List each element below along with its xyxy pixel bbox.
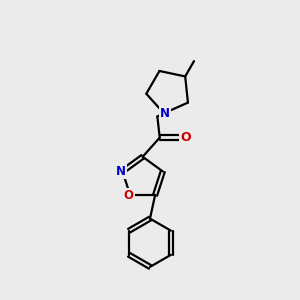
- Text: N: N: [160, 107, 170, 120]
- Text: N: N: [116, 165, 126, 178]
- Text: O: O: [124, 189, 134, 202]
- Text: O: O: [180, 131, 191, 144]
